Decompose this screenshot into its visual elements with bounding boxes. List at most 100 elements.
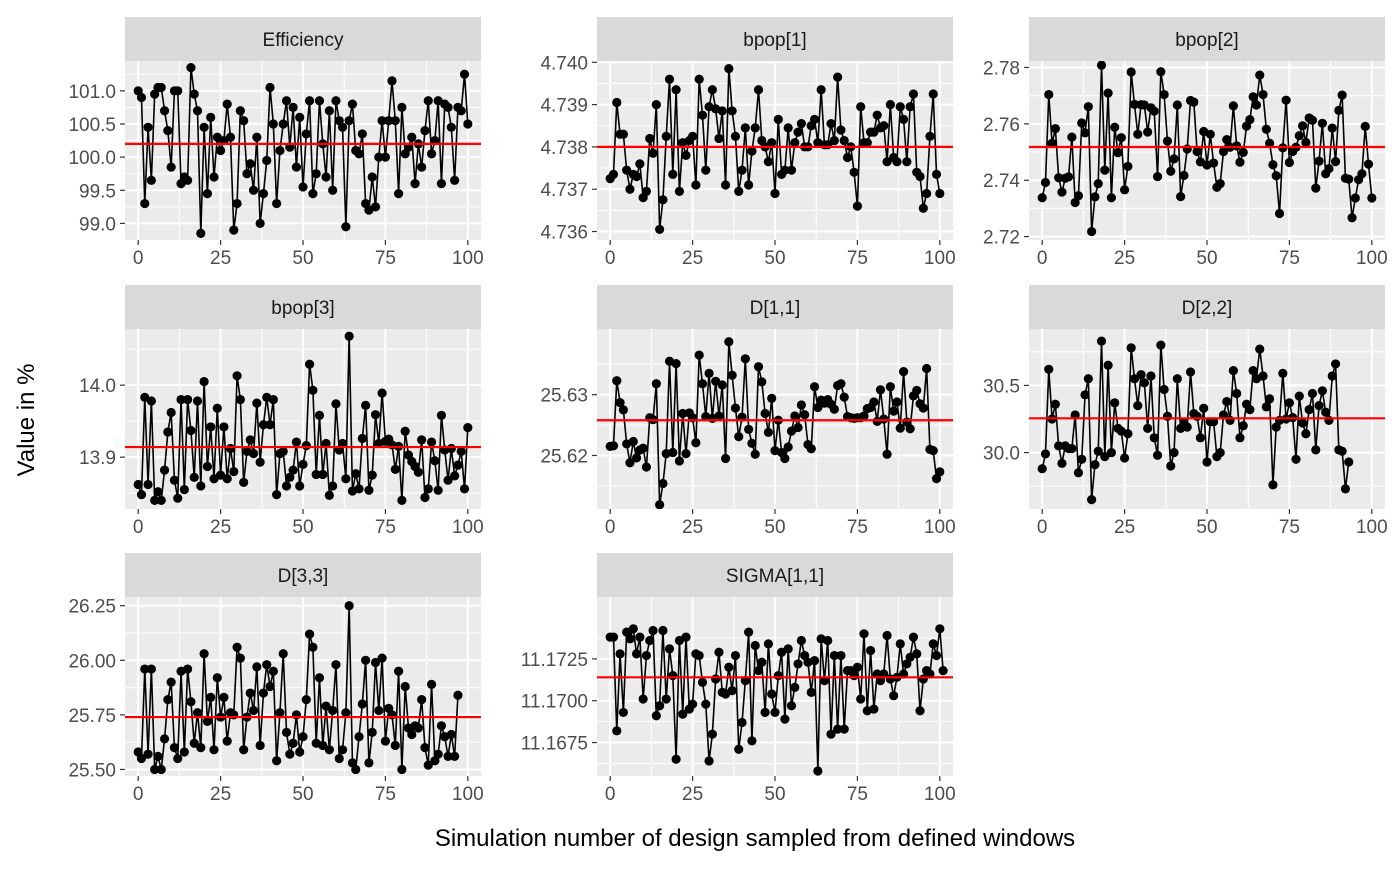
data-point	[1265, 394, 1275, 404]
data-point	[258, 188, 269, 199]
data-point	[1297, 121, 1308, 131]
y-tick-label: 11.1725	[521, 650, 588, 671]
data-point	[1067, 132, 1077, 142]
data-point	[1238, 421, 1248, 431]
data-point	[456, 106, 466, 116]
data-point	[1294, 391, 1304, 401]
data-point	[443, 475, 453, 485]
data-point	[169, 475, 180, 485]
data-point	[212, 403, 222, 413]
data-point	[879, 414, 889, 424]
x-tick-label: 25	[682, 784, 703, 805]
data-point	[417, 162, 427, 172]
data-point	[443, 751, 453, 761]
data-point	[275, 708, 285, 718]
data-point	[1149, 106, 1159, 116]
series-line	[137, 605, 459, 773]
data-point	[196, 228, 206, 238]
data-point	[295, 112, 305, 122]
data-point	[1139, 378, 1149, 388]
data-point	[625, 634, 635, 644]
data-point	[889, 406, 899, 416]
data-point	[183, 394, 193, 405]
data-point	[288, 102, 298, 113]
x-tick-label: 50	[764, 248, 785, 269]
data-point	[1172, 100, 1182, 110]
data-point	[420, 126, 430, 136]
data-point	[268, 394, 278, 405]
data-point	[450, 471, 460, 481]
data-point	[324, 106, 334, 116]
x-tick-label: 100	[924, 784, 956, 805]
y-tick-label: 99.5	[79, 181, 116, 202]
y-tick-label: 26.00	[68, 651, 116, 672]
data-point	[651, 99, 661, 110]
data-point	[882, 157, 892, 167]
data-point	[397, 102, 407, 113]
data-point	[839, 724, 849, 734]
data-point	[166, 677, 176, 687]
facet-strip	[597, 17, 953, 61]
data-point	[331, 399, 341, 409]
data-point	[892, 397, 902, 407]
data-point	[836, 650, 846, 661]
data-point	[206, 692, 216, 703]
data-point	[1106, 447, 1117, 458]
data-point	[1268, 480, 1278, 490]
data-point	[143, 479, 153, 490]
data-point	[245, 688, 255, 698]
data-point	[374, 705, 384, 716]
data-point	[1077, 118, 1087, 128]
data-point	[183, 175, 193, 185]
data-point	[163, 695, 173, 705]
data-point	[436, 179, 447, 189]
data-point	[321, 701, 331, 711]
data-point	[770, 707, 780, 718]
data-point	[173, 753, 183, 764]
y-tick-label: 26.25	[68, 597, 116, 618]
data-point	[1337, 446, 1347, 456]
data-point	[806, 444, 816, 454]
data-point	[436, 721, 447, 731]
data-point	[681, 632, 691, 642]
data-point	[1245, 405, 1255, 415]
data-point	[691, 438, 701, 448]
data-point	[1159, 89, 1169, 100]
data-point	[1248, 366, 1258, 376]
facet-strip	[125, 553, 481, 597]
y-tick-label: 99.0	[79, 214, 116, 235]
data-point	[664, 644, 675, 654]
data-point	[938, 666, 948, 676]
data-point	[1106, 193, 1117, 203]
data-point	[351, 469, 361, 479]
data-point	[701, 165, 711, 175]
data-point	[697, 379, 708, 389]
data-point	[1192, 411, 1202, 421]
data-point	[753, 85, 764, 95]
data-point	[248, 185, 259, 195]
data-point	[278, 119, 288, 129]
data-point	[364, 485, 374, 495]
data-point	[1044, 89, 1054, 100]
data-point	[1050, 399, 1060, 409]
data-point	[882, 449, 892, 459]
x-tick-label: 75	[1279, 248, 1300, 269]
data-point	[869, 704, 879, 714]
data-point	[1317, 118, 1327, 128]
data-point	[1294, 131, 1304, 141]
data-point	[928, 446, 938, 456]
data-point	[1297, 418, 1308, 428]
data-point	[202, 716, 213, 727]
x-axis-title: Simulation number of design sampled from…	[435, 825, 1075, 852]
data-point	[1258, 89, 1268, 100]
data-point	[809, 114, 820, 124]
data-point	[275, 145, 285, 156]
data-point	[1205, 129, 1215, 139]
data-point	[433, 749, 443, 759]
data-point	[262, 660, 272, 670]
data-point	[790, 138, 800, 148]
x-tick-label: 100	[924, 517, 956, 538]
data-point	[674, 186, 685, 196]
data-point	[337, 438, 348, 449]
data-point	[1037, 464, 1047, 474]
